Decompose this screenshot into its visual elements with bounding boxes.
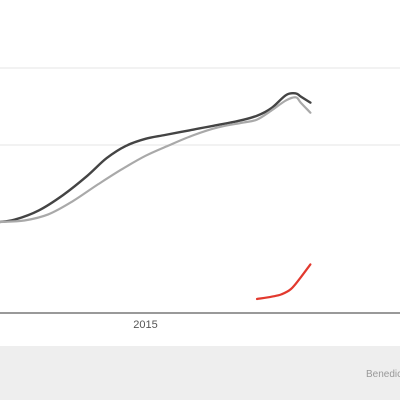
series-lines <box>0 91 312 301</box>
x-tick-label: 2015 <box>133 319 157 331</box>
series-line-1 <box>0 91 312 224</box>
chart-footer: Benedic <box>0 346 400 400</box>
gridlines <box>0 67 400 146</box>
x-axis-ticks: 2015 <box>133 319 157 331</box>
series-line-2 <box>0 96 312 224</box>
source-credit: Benedic <box>366 369 400 380</box>
series-line-3 <box>255 263 312 301</box>
